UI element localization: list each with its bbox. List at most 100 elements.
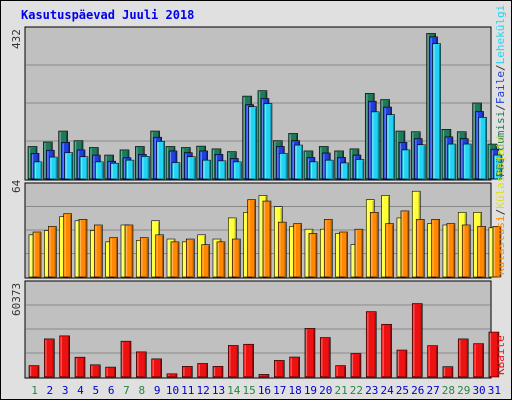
label-sites: Külastajaid [494, 136, 507, 209]
bar-pages-day-18 [294, 144, 303, 180]
bar-kbytes-day-1 [28, 365, 40, 378]
x-tick-label: 2 [47, 384, 54, 397]
bar-pages-day-3 [64, 152, 73, 180]
bar-pages-day-19 [309, 161, 319, 180]
bar-visits-day-18 [293, 223, 302, 278]
bar-kbytes-day-14 [227, 345, 239, 378]
bar-kbytes-day-24 [381, 323, 392, 378]
x-tick-label: 27 [426, 384, 439, 397]
x-tick-label: 4 [77, 384, 84, 397]
bar-pages-day-15 [248, 106, 257, 180]
x-tick-label: 9 [154, 384, 161, 397]
x-tick-label: 17 [273, 384, 286, 397]
bar-visits-day-24 [385, 223, 394, 278]
bar-pages-day-23 [370, 111, 380, 180]
x-tick-label: 14 [227, 384, 241, 397]
bar-visits-day-29 [461, 224, 471, 278]
label-sep-2: / [494, 64, 507, 71]
bar-pages-day-4 [79, 156, 89, 180]
bar-visits-day-1 [32, 231, 42, 278]
x-tick-label: 21 [334, 384, 347, 397]
x-tick-label: 11 [181, 384, 194, 397]
bar-pages-day-2 [49, 156, 58, 180]
bar-visits-day-15 [247, 199, 256, 278]
bar-kbytes-day-15 [243, 343, 254, 378]
bar-kbytes-day-26 [411, 303, 423, 378]
x-tick-label: 19 [304, 384, 317, 397]
x-tick-label: 8 [138, 384, 145, 397]
x-tick-label: 28 [442, 384, 455, 397]
bar-visits-day-16 [262, 200, 272, 278]
bar-pages-day-30 [478, 117, 487, 180]
bar-kbytes-day-8 [136, 351, 147, 378]
bar-visits-day-25 [400, 210, 410, 278]
bar-kbytes-day-22 [350, 353, 362, 378]
bar-pages-day-25 [401, 149, 411, 180]
bar-pages-day-31 [493, 154, 503, 180]
middle-panel-series-label: Külastusi/Külastajaid [494, 136, 507, 275]
bar-visits-day-9 [155, 234, 164, 278]
bar-kbytes-day-10 [166, 373, 178, 378]
bar-pages-day-26 [416, 144, 426, 180]
x-tick-label: 13 [212, 384, 225, 397]
bar-kbytes-day-18 [289, 356, 300, 378]
bar-kbytes-day-19 [304, 328, 316, 378]
bar-kbytes-day-5 [90, 364, 101, 378]
x-tick-label: 22 [350, 384, 363, 397]
x-tick-label: 25 [396, 384, 409, 397]
bar-kbytes-day-12 [197, 363, 208, 378]
bar-visits-day-7 [124, 224, 134, 278]
label-visits: Külastusi [494, 215, 507, 275]
bar-visits-day-13 [216, 241, 226, 278]
bar-kbytes-day-21 [335, 365, 346, 378]
bar-pages-day-9 [156, 141, 165, 180]
x-tick-label: 23 [365, 384, 378, 397]
bar-kbytes-day-23 [365, 311, 377, 378]
bar-kbytes-day-3 [59, 335, 70, 378]
top-panel-max-label: 432 [10, 29, 23, 49]
bar-kbytes-day-29 [457, 338, 469, 378]
bar-kbytes-day-7 [120, 340, 132, 378]
bar-visits-day-6 [109, 237, 118, 278]
x-tick-label: 31 [488, 384, 501, 397]
x-tick-label: 10 [166, 384, 179, 397]
x-tick-label: 5 [93, 384, 100, 397]
x-tick-label: 7 [123, 384, 130, 397]
bar-pages-day-10 [171, 162, 181, 180]
bar-visits-day-4 [78, 219, 88, 278]
top-panel-series-label: Pöördumisi/Faile/Lehekülgi [494, 5, 507, 177]
bottom-panel-max-label: 60373 [10, 283, 23, 316]
bar-kbytes-day-27 [427, 345, 438, 378]
bar-pages-day-22 [355, 159, 365, 180]
bottom-panel-series-label: KBaite [494, 335, 507, 375]
bar-kbytes-day-6 [105, 366, 116, 378]
bar-pages-day-5 [95, 161, 104, 180]
bar-kbytes-day-9 [151, 358, 162, 378]
x-tick-label: 3 [62, 384, 69, 397]
bar-kbytes-day-20 [319, 337, 331, 378]
x-tick-label: 15 [242, 384, 255, 397]
bar-kbytes-day-17 [273, 360, 285, 378]
bar-kbytes-day-30 [473, 343, 484, 378]
bar-kbytes-day-25 [396, 349, 408, 378]
bar-pages-day-21 [340, 162, 349, 180]
bar-visits-day-26 [415, 219, 425, 278]
bar-pages-day-27 [432, 43, 441, 180]
bar-pages-day-1 [33, 161, 43, 180]
bar-visits-day-8 [140, 237, 149, 278]
x-tick-label: 24 [380, 384, 394, 397]
bar-visits-day-19 [308, 233, 318, 278]
x-tick-label: 18 [288, 384, 301, 397]
x-tick-label: 16 [258, 384, 271, 397]
bar-pages-day-11 [187, 156, 196, 180]
x-tick-labels: 1 2 3 4 5 6 7 8 9 10 11 12 13 14 15 16 17 18 19 20 21 22 23 24 2… [31, 384, 501, 397]
x-tick-label: 29 [457, 384, 470, 397]
x-tick-label: 1 [31, 384, 38, 397]
bar-pages-day-17 [278, 153, 288, 180]
bars-layer [27, 33, 503, 378]
bar-visits-day-10 [170, 241, 180, 278]
label-sep-3: / [494, 209, 507, 216]
x-tick-label: 12 [197, 384, 210, 397]
bar-visits-day-2 [48, 226, 57, 278]
